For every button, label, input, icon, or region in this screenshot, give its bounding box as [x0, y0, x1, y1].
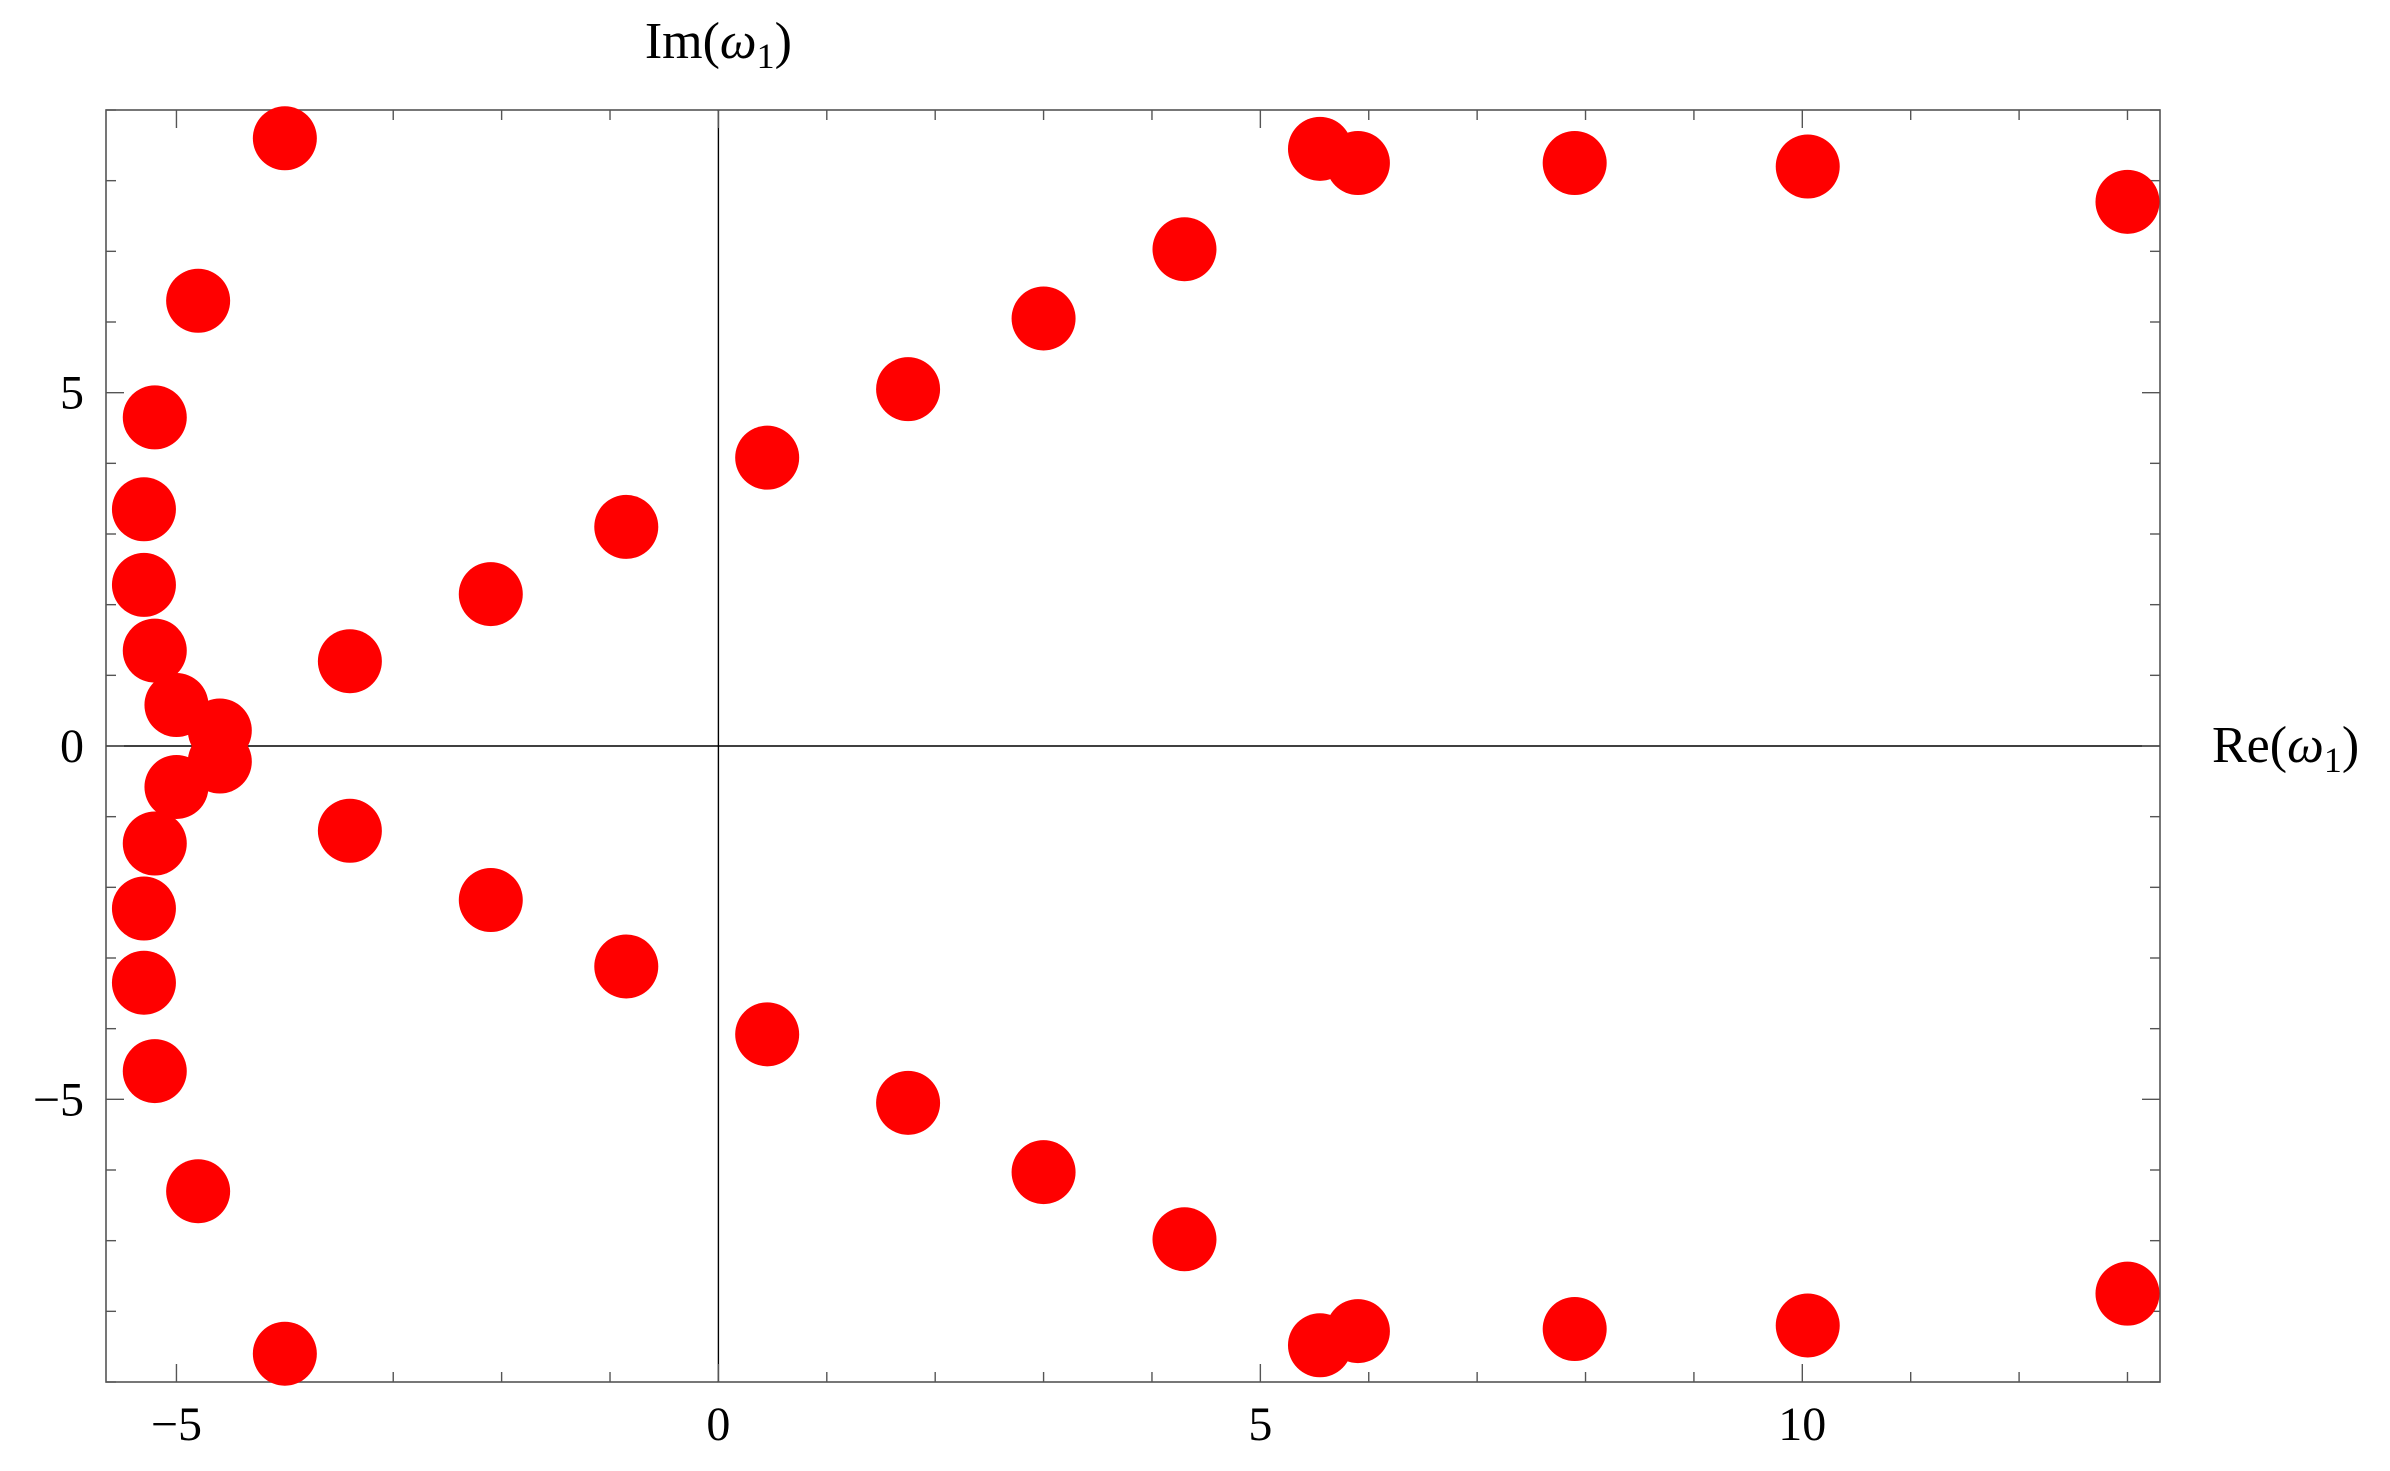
data-point: [122, 811, 187, 876]
data-point: [166, 268, 231, 333]
data-point: [1775, 1293, 1840, 1358]
ticks-layer: [106, 109, 2160, 1383]
data-point: [1542, 131, 1607, 195]
data-point: [876, 1070, 941, 1135]
data-point: [1325, 131, 1390, 195]
x-tick-label: 10: [1778, 1398, 1826, 1451]
data-point: [252, 106, 317, 171]
data-point: [2095, 169, 2160, 234]
data-point: [317, 629, 382, 694]
data-point: [252, 1321, 317, 1386]
data-point: [122, 618, 187, 683]
x-axis-label: Re(ω1): [2212, 717, 2359, 780]
data-point: [594, 934, 659, 999]
y-tick-label: 5: [60, 367, 84, 420]
data-point: [594, 494, 659, 559]
y-axis-label: Im(ω1): [645, 13, 792, 76]
points-layer: [111, 106, 2160, 1386]
data-point: [458, 868, 523, 933]
y-tick-label: −5: [33, 1073, 84, 1126]
data-point: [111, 552, 176, 617]
data-point: [111, 876, 176, 941]
data-point: [122, 385, 187, 450]
labels-layer: −5 0 5 10 −5 0 5 Im(ω1) Re(ω1): [33, 13, 2359, 1451]
axes-layer: [106, 110, 2160, 1382]
data-point: [735, 425, 800, 490]
data-point: [1152, 1207, 1217, 1272]
data-point: [876, 357, 941, 422]
data-point: [1542, 1297, 1607, 1361]
y-tick-label: 0: [60, 720, 84, 773]
data-point: [1152, 217, 1217, 282]
data-point: [111, 477, 176, 542]
data-point: [144, 754, 209, 819]
data-point: [1775, 134, 1840, 199]
data-point: [2095, 1261, 2160, 1326]
data-point: [1011, 286, 1076, 351]
data-point: [1011, 1140, 1076, 1205]
data-point: [735, 1002, 800, 1067]
x-tick-label: 0: [706, 1398, 730, 1451]
data-point: [122, 1039, 187, 1104]
x-tick-label: −5: [151, 1398, 202, 1451]
data-point: [317, 798, 382, 863]
data-point: [1325, 1299, 1390, 1364]
data-point: [166, 1159, 231, 1224]
data-point: [111, 950, 176, 1015]
data-point: [458, 562, 523, 627]
x-tick-label: 5: [1248, 1398, 1272, 1451]
